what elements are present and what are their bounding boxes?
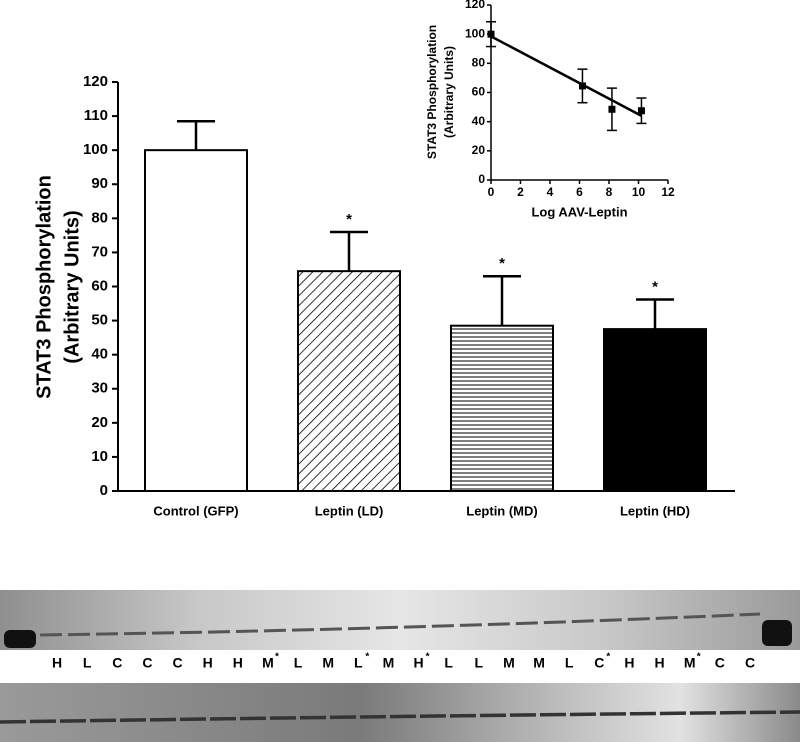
y-tick-label: 60	[91, 277, 108, 294]
y-tick-label: 120	[83, 73, 108, 90]
y-tick-label: 50	[91, 312, 108, 329]
x-axis-label: Log AAV-Leptin	[531, 204, 627, 219]
point	[578, 82, 586, 90]
lane-label: C	[715, 655, 725, 671]
lane-label: M	[383, 655, 395, 671]
x-tick-label: 8	[606, 185, 613, 199]
y-tick-label: 100	[465, 26, 485, 40]
bar	[603, 328, 707, 492]
x-tick-label: 4	[547, 185, 554, 199]
y-tick-label: 80	[91, 209, 108, 226]
ladder-band	[4, 630, 36, 648]
point	[637, 107, 645, 115]
lane-label: H	[655, 655, 665, 671]
y-tick-label: 110	[84, 107, 108, 124]
blot-band	[0, 710, 800, 724]
lane-marker: *	[275, 652, 279, 663]
y-tick-label: 40	[91, 346, 108, 363]
ladder-band	[762, 620, 792, 646]
y-tick-label: 20	[91, 414, 108, 431]
blot-strip	[0, 590, 800, 650]
lane-label: M	[262, 655, 274, 671]
inset-chart: 0 20 40 60 80 100 120 0 2 4 6 8 10 12 Log AAV-Leptin ST…	[425, 0, 675, 219]
y-axis-label: (Arbitrary Units)	[61, 210, 83, 363]
point	[608, 105, 616, 113]
bar	[450, 324, 554, 492]
x-tick-label: 6	[576, 185, 583, 199]
y-tick-label: 100	[83, 141, 108, 158]
x-tick-label: 12	[661, 185, 675, 199]
lane-label: L	[475, 655, 484, 671]
lane-marker: *	[365, 652, 369, 663]
lane-label: C	[745, 655, 755, 671]
y-tick-label: 60	[472, 85, 486, 99]
lane-label: H	[414, 655, 424, 671]
lane-label: M	[322, 655, 334, 671]
x-tick-label: 0	[488, 185, 495, 199]
y-tick-label: 120	[465, 0, 485, 11]
y-axis-label: (Arbitrary Units)	[442, 46, 456, 138]
lane-label: L	[565, 655, 574, 671]
lane-label: H	[233, 655, 243, 671]
x-tick-label: Control (GFP)	[153, 503, 238, 518]
fit-line	[490, 35, 643, 117]
bar	[144, 149, 248, 493]
x-tick-label: Leptin (LD)	[315, 503, 384, 518]
lane-label: M	[684, 655, 696, 671]
significance-marker: *	[346, 211, 352, 228]
lane-label: L	[294, 655, 303, 671]
point	[487, 30, 495, 38]
lane-label: C	[112, 655, 122, 671]
lane-label: M	[533, 655, 545, 671]
y-tick-label: 90	[91, 175, 108, 192]
significance-marker: *	[499, 255, 505, 272]
y-axis-label: STAT3 Phosphorylation	[33, 175, 55, 399]
lane-marker: *	[606, 652, 610, 663]
y-tick-label: 30	[91, 380, 108, 397]
y-tick-label: 80	[472, 56, 486, 70]
x-tick-label: 10	[632, 185, 646, 199]
y-tick-label: 0	[478, 172, 485, 186]
x-tick-label: Leptin (MD)	[466, 503, 537, 518]
lane-label: L	[83, 655, 92, 671]
y-axis-label: STAT3 Phosphorylation	[425, 25, 439, 159]
western-blot: H L C C C H H M * L M L * M H * L L M M L C * H H M * C C	[0, 590, 800, 742]
lane-label: C	[142, 655, 152, 671]
bar	[297, 270, 401, 492]
lane-label: M	[503, 655, 515, 671]
lane-marker: *	[697, 652, 701, 663]
y-tick-label: 40	[472, 114, 486, 128]
significance-marker: *	[652, 278, 658, 295]
y-tick-label: 20	[472, 143, 486, 157]
x-tick-label: 2	[517, 185, 524, 199]
lane-label: C	[172, 655, 182, 671]
blot-band	[39, 612, 761, 637]
x-tick-label: Leptin (HD)	[620, 503, 690, 518]
lane-label: C	[594, 655, 604, 671]
y-tick-label: 10	[91, 448, 108, 465]
y-tick-label: 0	[100, 482, 108, 499]
y-tick-label: 70	[91, 243, 108, 260]
lane-label: H	[52, 655, 62, 671]
lane-label: L	[444, 655, 453, 671]
lane-marker: *	[426, 652, 430, 663]
lane-label: L	[354, 655, 363, 671]
lane-label: H	[624, 655, 634, 671]
lane-label: H	[203, 655, 213, 671]
